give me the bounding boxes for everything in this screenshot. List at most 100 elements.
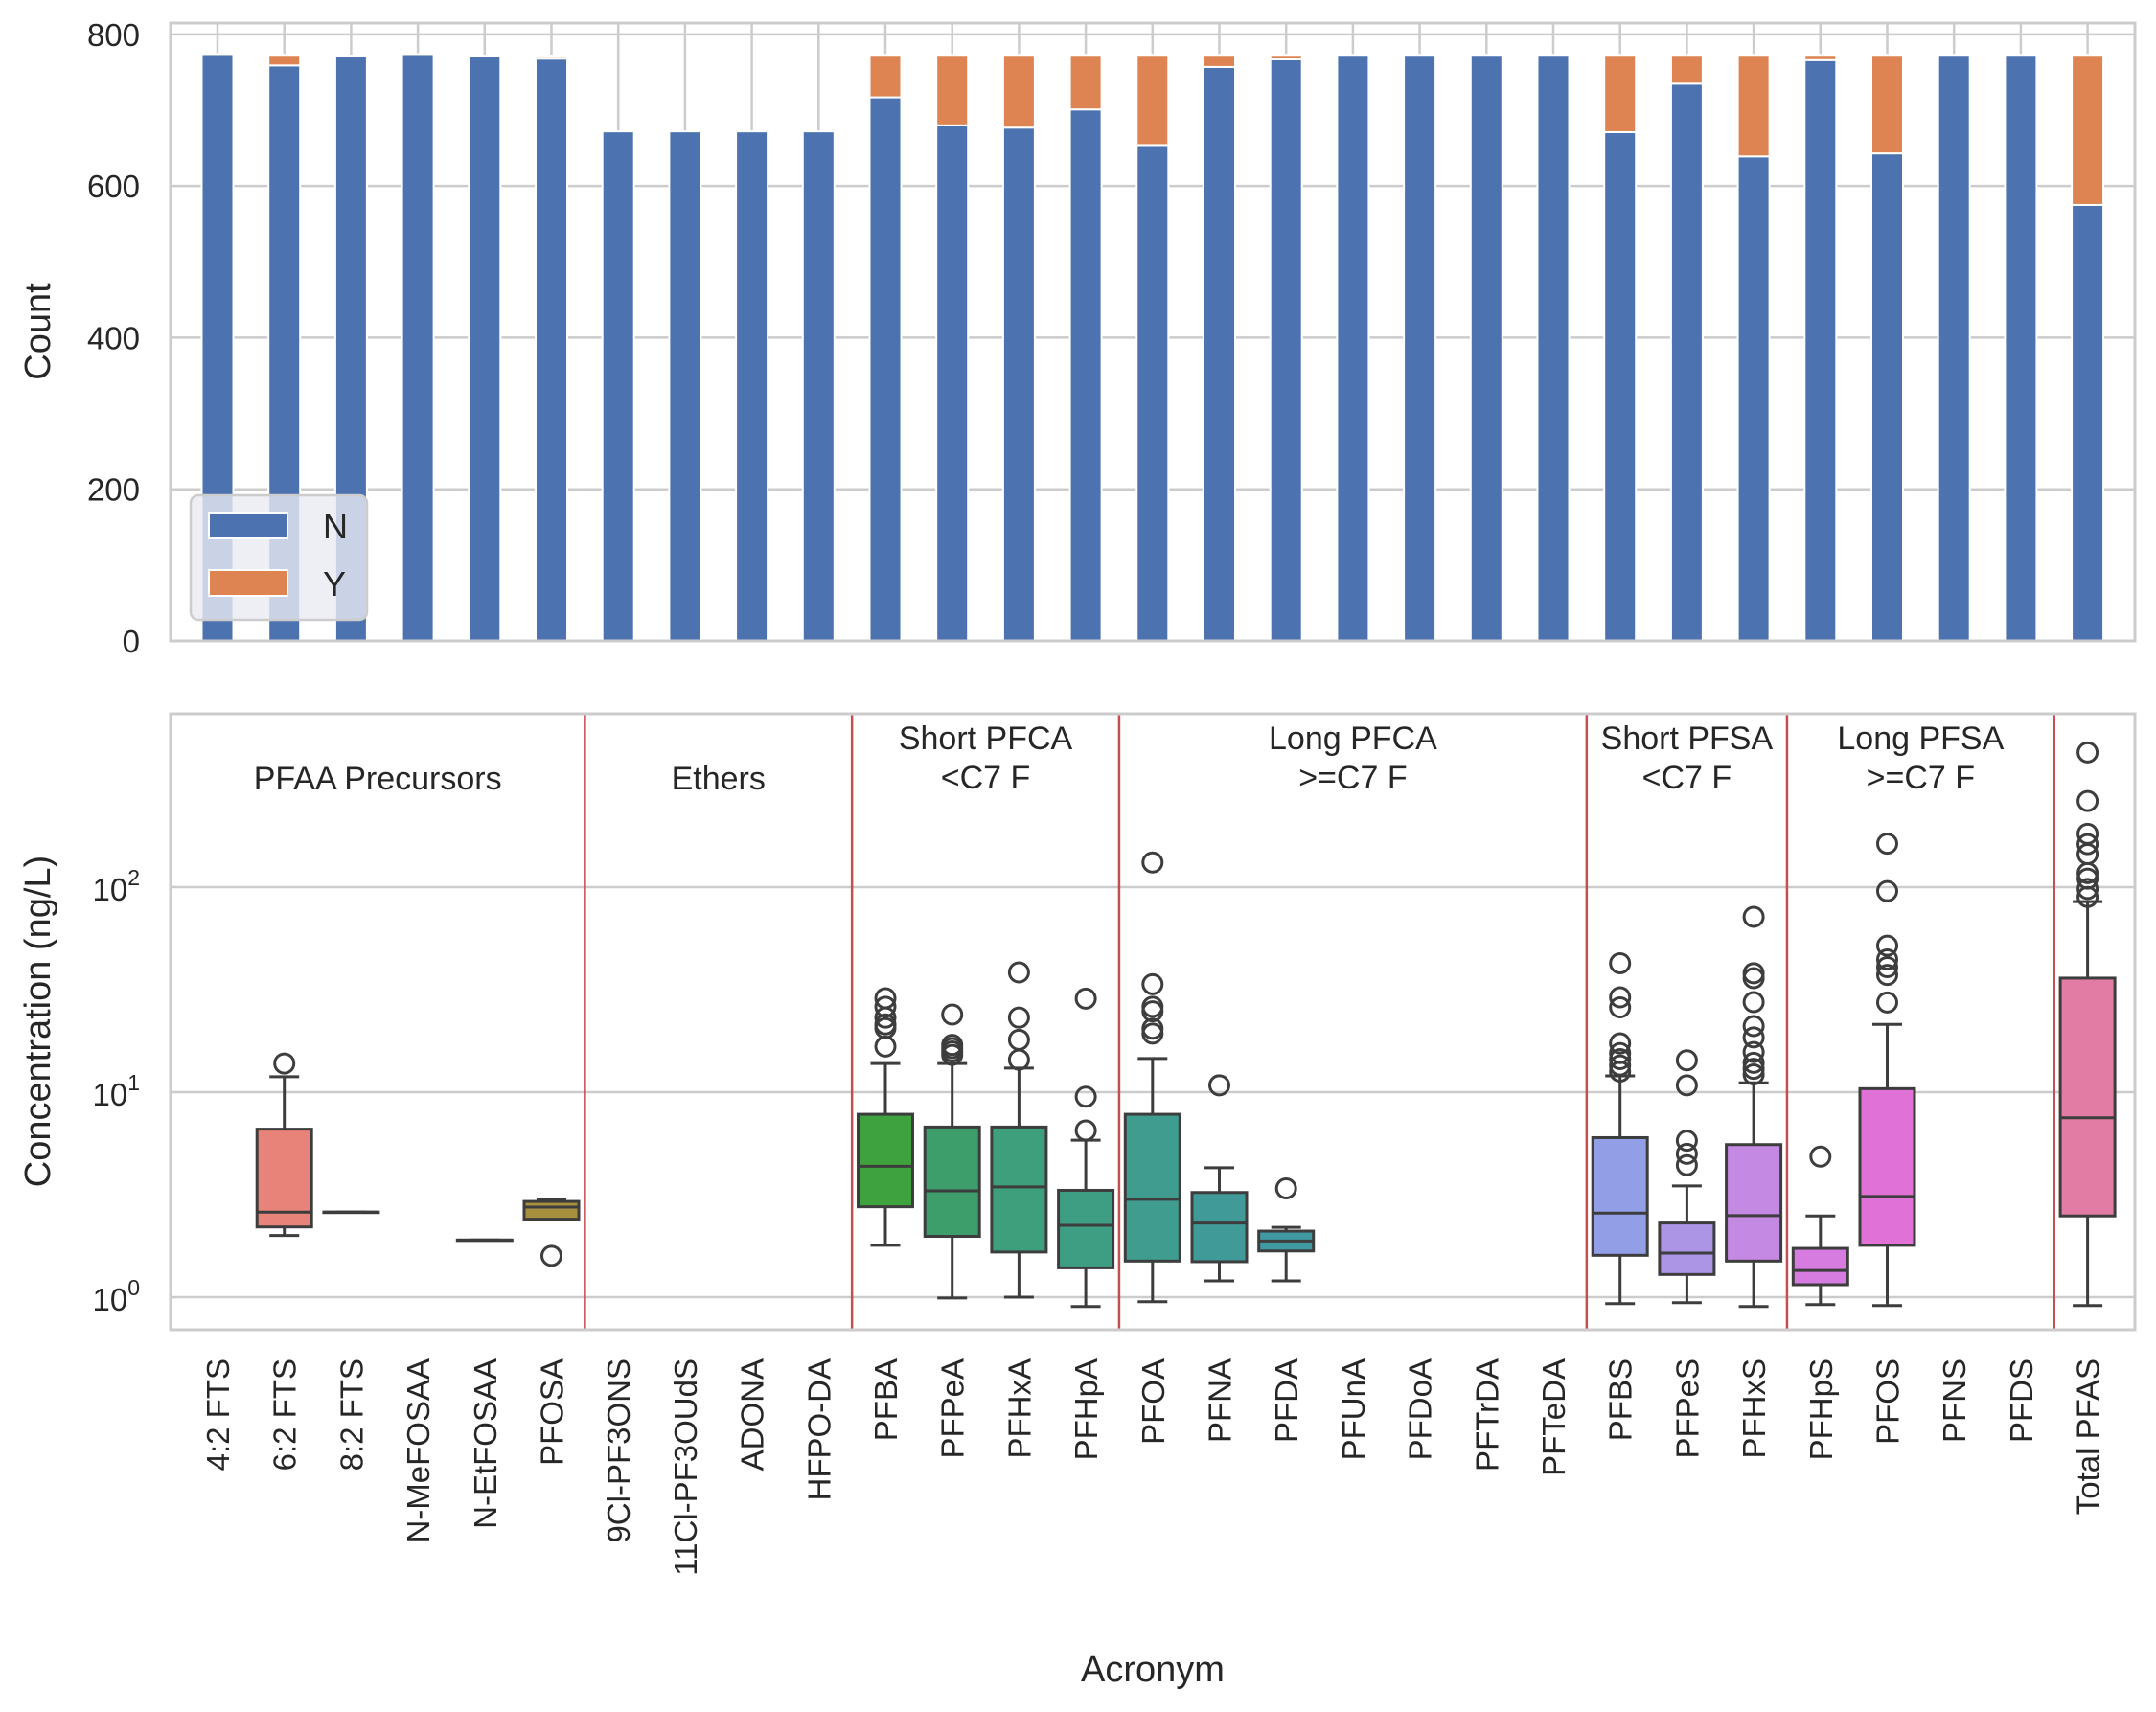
bar-n — [601, 130, 635, 643]
outlier-point — [1208, 1074, 1230, 1097]
bar-n — [801, 130, 836, 643]
y-axis-label-concentration: Concentration (ng/L) — [18, 856, 58, 1187]
outlier-point — [874, 995, 897, 1018]
outlier-point — [2076, 867, 2099, 890]
x-tick-label: PFHpA — [1068, 1358, 1104, 1460]
group-label: <C7 F — [941, 760, 1031, 796]
bar-y — [1001, 54, 1036, 129]
boxes — [255, 741, 2117, 1309]
x-tick-label: ADONA — [735, 1358, 770, 1471]
outlier-point — [1141, 1017, 1164, 1040]
x-tick-labels: 4:2 FTS 6:2 FTS 8:2 FTS N-MeFOSAA N-EtFOSAA P… — [200, 1358, 2106, 1576]
bar-y — [1669, 54, 1704, 85]
box-iqr — [1791, 1246, 1849, 1287]
y-tick-label: 200 — [87, 472, 140, 508]
outlier-point — [874, 1035, 897, 1058]
y-tick-label: 102 — [92, 865, 140, 907]
x-tick-label: Total PFAS — [2071, 1358, 2106, 1515]
bar-n — [1870, 152, 1904, 642]
outlier-point — [1675, 1153, 1698, 1176]
bar-n — [2071, 203, 2105, 642]
bar-n — [1068, 108, 1103, 642]
x-tick-label: PFBS — [1603, 1358, 1639, 1441]
x-tick-label: N-MeFOSAA — [401, 1358, 436, 1543]
bar-n — [1001, 126, 1036, 642]
outlier-point — [1876, 833, 1898, 856]
box-iqr — [990, 1125, 1048, 1254]
box-iqr — [923, 1125, 981, 1239]
bar-y — [868, 54, 903, 99]
bar-y — [1736, 54, 1771, 158]
bar-y — [1068, 54, 1103, 111]
box-pfpes — [1658, 1049, 1716, 1305]
y-tick-label: 101 — [92, 1070, 140, 1112]
box-iqr — [1190, 1191, 1249, 1264]
group-label: Short PFSA — [1601, 720, 1774, 757]
bar-y — [267, 54, 302, 67]
bar-n — [1536, 54, 1571, 643]
outlier-point — [1742, 1015, 1765, 1038]
bar-n — [468, 55, 502, 642]
y-tick-label: 600 — [87, 169, 140, 204]
group-separators — [584, 714, 2055, 1330]
bottom-plot-frame — [169, 712, 2137, 1332]
bar-y — [2071, 54, 2105, 206]
outlier-point — [1742, 1063, 1765, 1086]
group-label: >=C7 F — [1298, 760, 1407, 796]
outlier-point — [1876, 879, 1898, 902]
outlier-point — [1074, 1119, 1097, 1142]
bar-n — [1603, 130, 1638, 642]
outlier-point — [941, 1034, 964, 1057]
outlier-point — [1141, 851, 1164, 874]
x-tick-label: HFPO-DA — [801, 1358, 837, 1501]
group-label: >=C7 F — [1867, 760, 1975, 796]
bar-y — [535, 55, 568, 60]
outlier-point — [2076, 822, 2099, 845]
box-iqr — [1725, 1143, 1783, 1263]
outlier-point — [2076, 741, 2099, 764]
outlier-point — [1074, 987, 1097, 1010]
outlier-point — [1007, 961, 1030, 984]
outlier-point — [1675, 1142, 1698, 1165]
x-tick-label: PFHpS — [1803, 1358, 1839, 1460]
x-tick-label: 11Cl-PF3OUdS — [668, 1358, 703, 1576]
bar-y — [1870, 54, 1904, 155]
x-tick-label: PFDS — [2004, 1358, 2039, 1443]
legend-swatch-y — [208, 569, 288, 597]
y-tick-label: 0 — [123, 624, 140, 659]
bar-n — [868, 96, 903, 642]
outlier-point — [1876, 964, 1898, 987]
x-tick-label: PFTeDA — [1536, 1358, 1571, 1476]
outlier-point — [1609, 986, 1632, 1009]
bar-n — [1135, 144, 1170, 642]
y-tick-label: 800 — [87, 17, 140, 53]
box-iqr — [1858, 1086, 1916, 1247]
box-pfosa — [522, 1198, 581, 1267]
outlier-point — [1675, 1074, 1698, 1097]
box-iqr — [1123, 1112, 1181, 1263]
bar-n — [1269, 57, 1303, 642]
bar-n — [1736, 155, 1771, 643]
outlier-point — [1742, 962, 1765, 985]
bottom-y-tick-labels: 100 101 102 — [92, 865, 140, 1317]
bar-y — [935, 54, 970, 126]
outlier-point — [1809, 1145, 1832, 1168]
x-tick-label: N-EtFOSAA — [468, 1358, 503, 1529]
bar-n — [2004, 54, 2038, 643]
box-total-pfas — [2058, 741, 2117, 1308]
outlier-point — [1675, 1049, 1698, 1072]
outlier-point — [1742, 1040, 1765, 1063]
outlier-point — [1742, 991, 1765, 1014]
outlier-point — [874, 987, 897, 1010]
outlier-point — [1274, 1177, 1297, 1200]
x-tick-label: PFOSA — [535, 1358, 570, 1466]
box-iqr — [857, 1112, 914, 1209]
outlier-point — [1609, 1041, 1632, 1064]
outlier-point — [1609, 1054, 1632, 1077]
x-tick-label: 8:2 FTS — [333, 1358, 369, 1471]
box-iqr — [522, 1199, 581, 1221]
bar-n — [735, 130, 769, 643]
